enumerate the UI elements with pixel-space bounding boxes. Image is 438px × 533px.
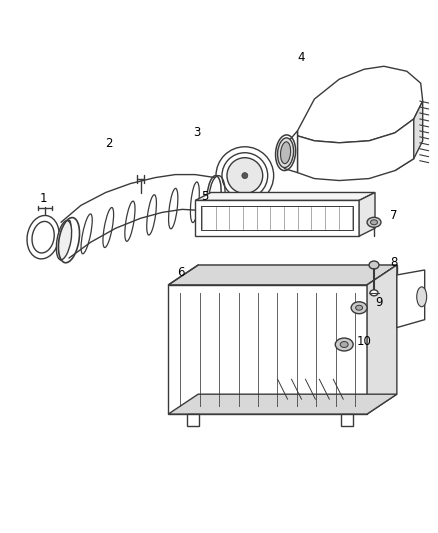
Polygon shape (168, 285, 367, 414)
Text: 9: 9 (375, 296, 383, 309)
Polygon shape (195, 200, 359, 236)
Text: 10: 10 (357, 335, 371, 348)
Text: 2: 2 (105, 138, 113, 150)
Ellipse shape (417, 287, 427, 307)
Polygon shape (297, 119, 414, 181)
Ellipse shape (340, 342, 348, 348)
Text: 5: 5 (201, 190, 209, 203)
Polygon shape (198, 265, 397, 273)
Polygon shape (341, 414, 353, 426)
Text: 8: 8 (390, 255, 398, 269)
Ellipse shape (370, 290, 378, 296)
Ellipse shape (209, 176, 225, 217)
Polygon shape (279, 131, 297, 173)
Ellipse shape (351, 302, 367, 314)
Polygon shape (297, 66, 423, 143)
Text: 6: 6 (177, 266, 185, 279)
Text: 1: 1 (39, 192, 47, 205)
Polygon shape (168, 265, 397, 285)
Text: 3: 3 (194, 126, 201, 139)
Ellipse shape (335, 338, 353, 351)
Ellipse shape (216, 147, 274, 204)
Polygon shape (172, 289, 363, 410)
Ellipse shape (278, 138, 293, 167)
Ellipse shape (369, 261, 379, 269)
Ellipse shape (367, 217, 381, 227)
Polygon shape (195, 192, 375, 200)
Ellipse shape (280, 142, 291, 164)
Ellipse shape (57, 221, 72, 260)
Polygon shape (395, 101, 423, 171)
Polygon shape (168, 394, 397, 414)
Text: 7: 7 (390, 209, 398, 222)
Polygon shape (359, 192, 375, 236)
Ellipse shape (27, 215, 59, 259)
Polygon shape (187, 414, 199, 426)
Ellipse shape (242, 173, 248, 179)
Polygon shape (397, 270, 425, 328)
Polygon shape (367, 265, 397, 414)
Text: 4: 4 (298, 51, 305, 64)
Ellipse shape (227, 158, 263, 193)
Ellipse shape (356, 305, 363, 310)
Ellipse shape (371, 220, 378, 225)
